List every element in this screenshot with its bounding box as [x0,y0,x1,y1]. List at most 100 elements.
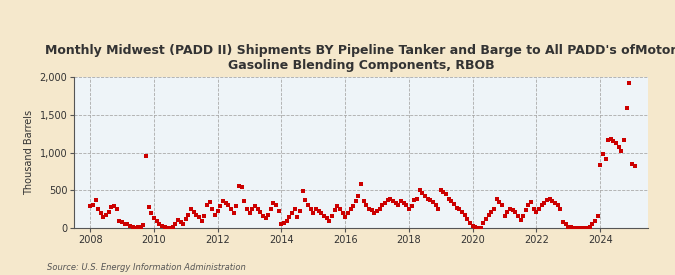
Point [260,216,271,221]
Point [387,199,398,203]
Point [361,203,372,207]
Point [88,203,99,207]
Point [619,138,630,142]
Point [196,218,207,223]
Point [433,206,443,211]
Point [438,190,449,194]
Point [481,217,491,221]
Point [364,206,375,211]
Point [119,221,130,226]
Point [162,226,173,230]
Point [597,152,608,156]
Point [494,200,505,204]
Point [103,210,114,214]
Point [215,203,225,208]
Point [375,206,385,211]
Point [250,203,261,208]
Point [178,221,188,226]
Point [390,200,401,205]
Point [263,213,273,218]
Point [302,203,313,207]
Point [327,214,338,218]
Point [191,213,202,218]
Point [165,226,176,230]
Point [512,214,523,218]
Point [332,203,343,208]
Point [441,192,452,196]
Point [342,211,353,215]
Point [148,216,159,221]
Point [449,202,460,206]
Point [242,206,252,211]
Point [252,206,263,211]
Point [507,208,518,212]
Point [377,203,387,207]
Point [541,198,552,202]
Point [313,209,324,213]
Point [369,211,380,215]
Point [234,184,244,188]
Y-axis label: Thousand Barrels: Thousand Barrels [24,110,34,195]
Point [611,141,622,145]
Point [340,215,350,219]
Point [626,162,637,166]
Point [92,206,103,211]
Point [563,224,574,229]
Point [114,218,125,223]
Point [125,224,136,228]
Point [95,211,106,215]
Point [600,157,611,162]
Point [257,214,268,218]
Point [616,149,627,153]
Point [217,199,228,203]
Point [188,210,199,214]
Point [109,203,119,208]
Point [273,209,284,213]
Title: Monthly Midwest (PADD II) Shipments BY Pipeline Tanker and Barge to All PADD's o: Monthly Midwest (PADD II) Shipments BY P… [45,44,675,72]
Point [526,200,537,204]
Point [555,206,566,211]
Point [85,204,96,208]
Point [558,220,568,224]
Point [321,216,332,221]
Point [531,210,542,214]
Point [300,197,310,202]
Point [180,217,191,221]
Point [337,211,348,215]
Point [571,226,582,230]
Point [220,201,231,205]
Point [231,203,242,208]
Point [159,225,170,230]
Point [414,188,425,192]
Point [396,199,406,203]
Point [157,224,167,228]
Point [358,199,369,203]
Point [459,213,470,218]
Point [294,209,305,213]
Point [589,218,600,223]
Point [579,226,590,230]
Point [281,218,292,223]
Point [587,221,597,226]
Point [539,200,550,205]
Point [518,214,529,218]
Point [547,199,558,203]
Point [435,188,446,192]
Point [464,221,475,225]
Point [244,211,255,215]
Point [409,198,420,202]
Point [502,210,512,214]
Point [499,214,510,218]
Point [151,218,162,223]
Point [367,208,377,212]
Point [584,224,595,229]
Point [279,221,290,225]
Point [568,226,579,230]
Point [529,206,539,211]
Point [398,200,409,205]
Point [170,221,181,226]
Point [348,203,358,208]
Point [523,203,534,207]
Text: Source: U.S. Energy Information Administration: Source: U.S. Energy Information Administ… [47,263,246,272]
Point [310,206,321,211]
